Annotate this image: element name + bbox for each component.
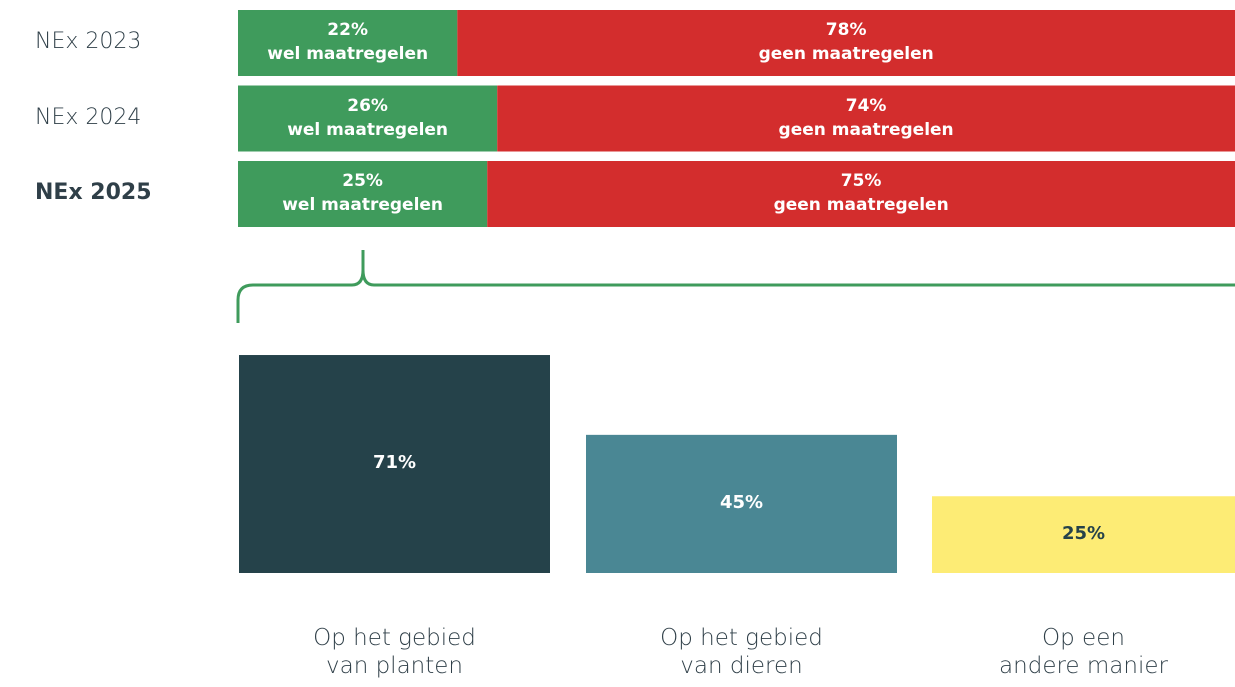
bar-segment [238, 10, 458, 76]
series-label: geen maatregelen [778, 119, 954, 140]
series-label: geen maatregelen [758, 44, 934, 64]
series-label: wel maatregelen [267, 44, 429, 64]
series-label: wel maatregelen [287, 119, 449, 140]
value-label: 75% [840, 171, 882, 191]
value-label: 22% [327, 20, 368, 40]
value-label: 78% [825, 20, 867, 40]
value-label: 71% [372, 452, 417, 473]
category-label: Op een andere manier [999, 625, 1168, 679]
category-label: NEx 2023 [35, 29, 142, 54]
bar [586, 434, 897, 573]
bar [239, 355, 550, 573]
bar-segment [497, 85, 1235, 152]
bar-segment [457, 10, 1235, 76]
category-label: NEx 2024 [35, 104, 142, 130]
bar-segment [487, 161, 1235, 227]
value-label: 26% [347, 95, 388, 116]
value-label: 45% [719, 491, 764, 513]
bar-segment [238, 161, 488, 227]
category-label: Op het gebied van dieren [660, 625, 823, 679]
category-label: Op het gebied van planten [313, 625, 476, 679]
value-label: 25% [342, 171, 383, 191]
series-label: geen maatregelen [773, 195, 949, 215]
value-label: 74% [845, 95, 887, 116]
bar [932, 496, 1235, 573]
bar-segment [238, 85, 498, 152]
value-label: 25% [1061, 522, 1106, 544]
category-label: NEx 2025 [35, 180, 152, 205]
brace [236, 250, 1235, 323]
series-label: wel maatregelen [282, 195, 444, 215]
